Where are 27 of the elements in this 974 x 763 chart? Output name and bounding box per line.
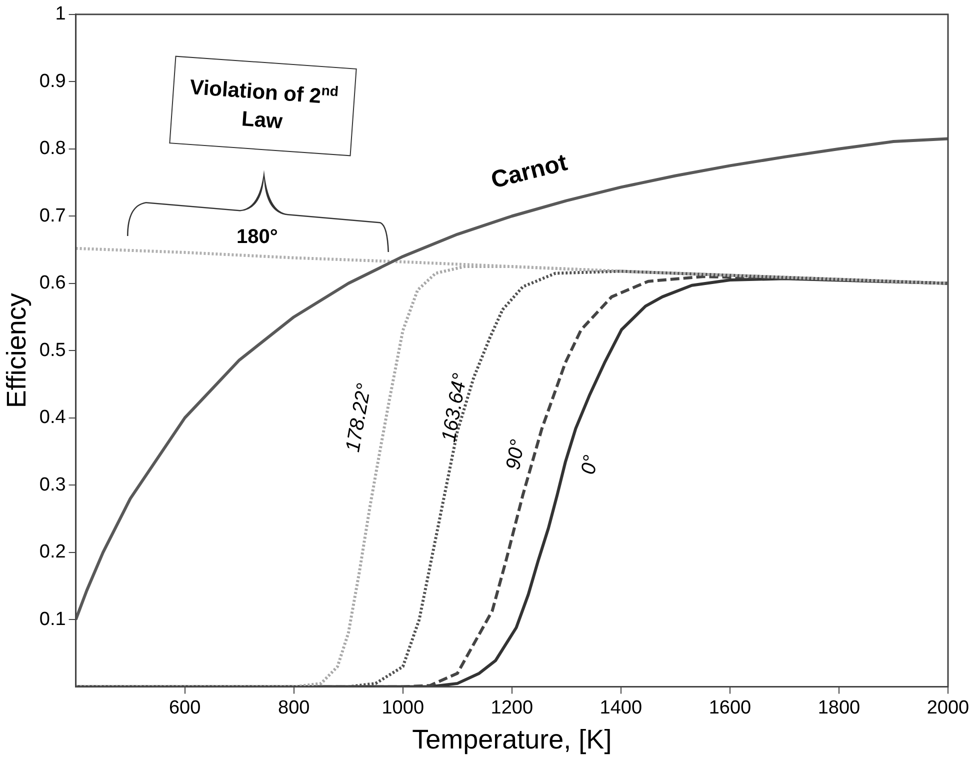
- x-tick-label: 1000: [382, 697, 424, 718]
- y-tick-label: 0.4: [39, 407, 66, 428]
- text: Carnot: [488, 149, 570, 194]
- y-axis-title: Efficiency: [2, 292, 32, 408]
- y-tick-label: 0.7: [39, 205, 66, 226]
- y-tick-label: 0.5: [39, 340, 66, 361]
- y-tick-label: 0.3: [39, 474, 66, 496]
- x-tick-label: 800: [278, 697, 310, 718]
- text: 0°: [577, 454, 602, 476]
- y-tick-label: 0.9: [39, 70, 66, 92]
- y-tick-label: 1: [55, 4, 66, 25]
- y-tick-label: 0.1: [39, 608, 66, 630]
- series-label: 180°: [236, 226, 278, 248]
- y-tick-label: 0.6: [39, 272, 66, 294]
- y-tick-label: 0.2: [39, 542, 66, 563]
- x-axis-title: Temperature, [K]: [412, 724, 612, 754]
- y-tick-label: 0.8: [39, 138, 66, 160]
- x-tick-label: 1400: [600, 697, 642, 718]
- x-tick-label: 1200: [490, 697, 534, 718]
- text: 163.64°: [438, 372, 472, 444]
- text: 178.22°: [342, 382, 376, 454]
- text: Violation of 2$^{nd}$ Law: [189, 76, 340, 134]
- text: 90°: [502, 438, 530, 472]
- x-tick-label: 1600: [708, 697, 752, 718]
- x-tick-label: 600: [168, 697, 201, 718]
- x-tick-label: 1800: [818, 697, 860, 718]
- x-tick-label: 2000: [926, 697, 970, 718]
